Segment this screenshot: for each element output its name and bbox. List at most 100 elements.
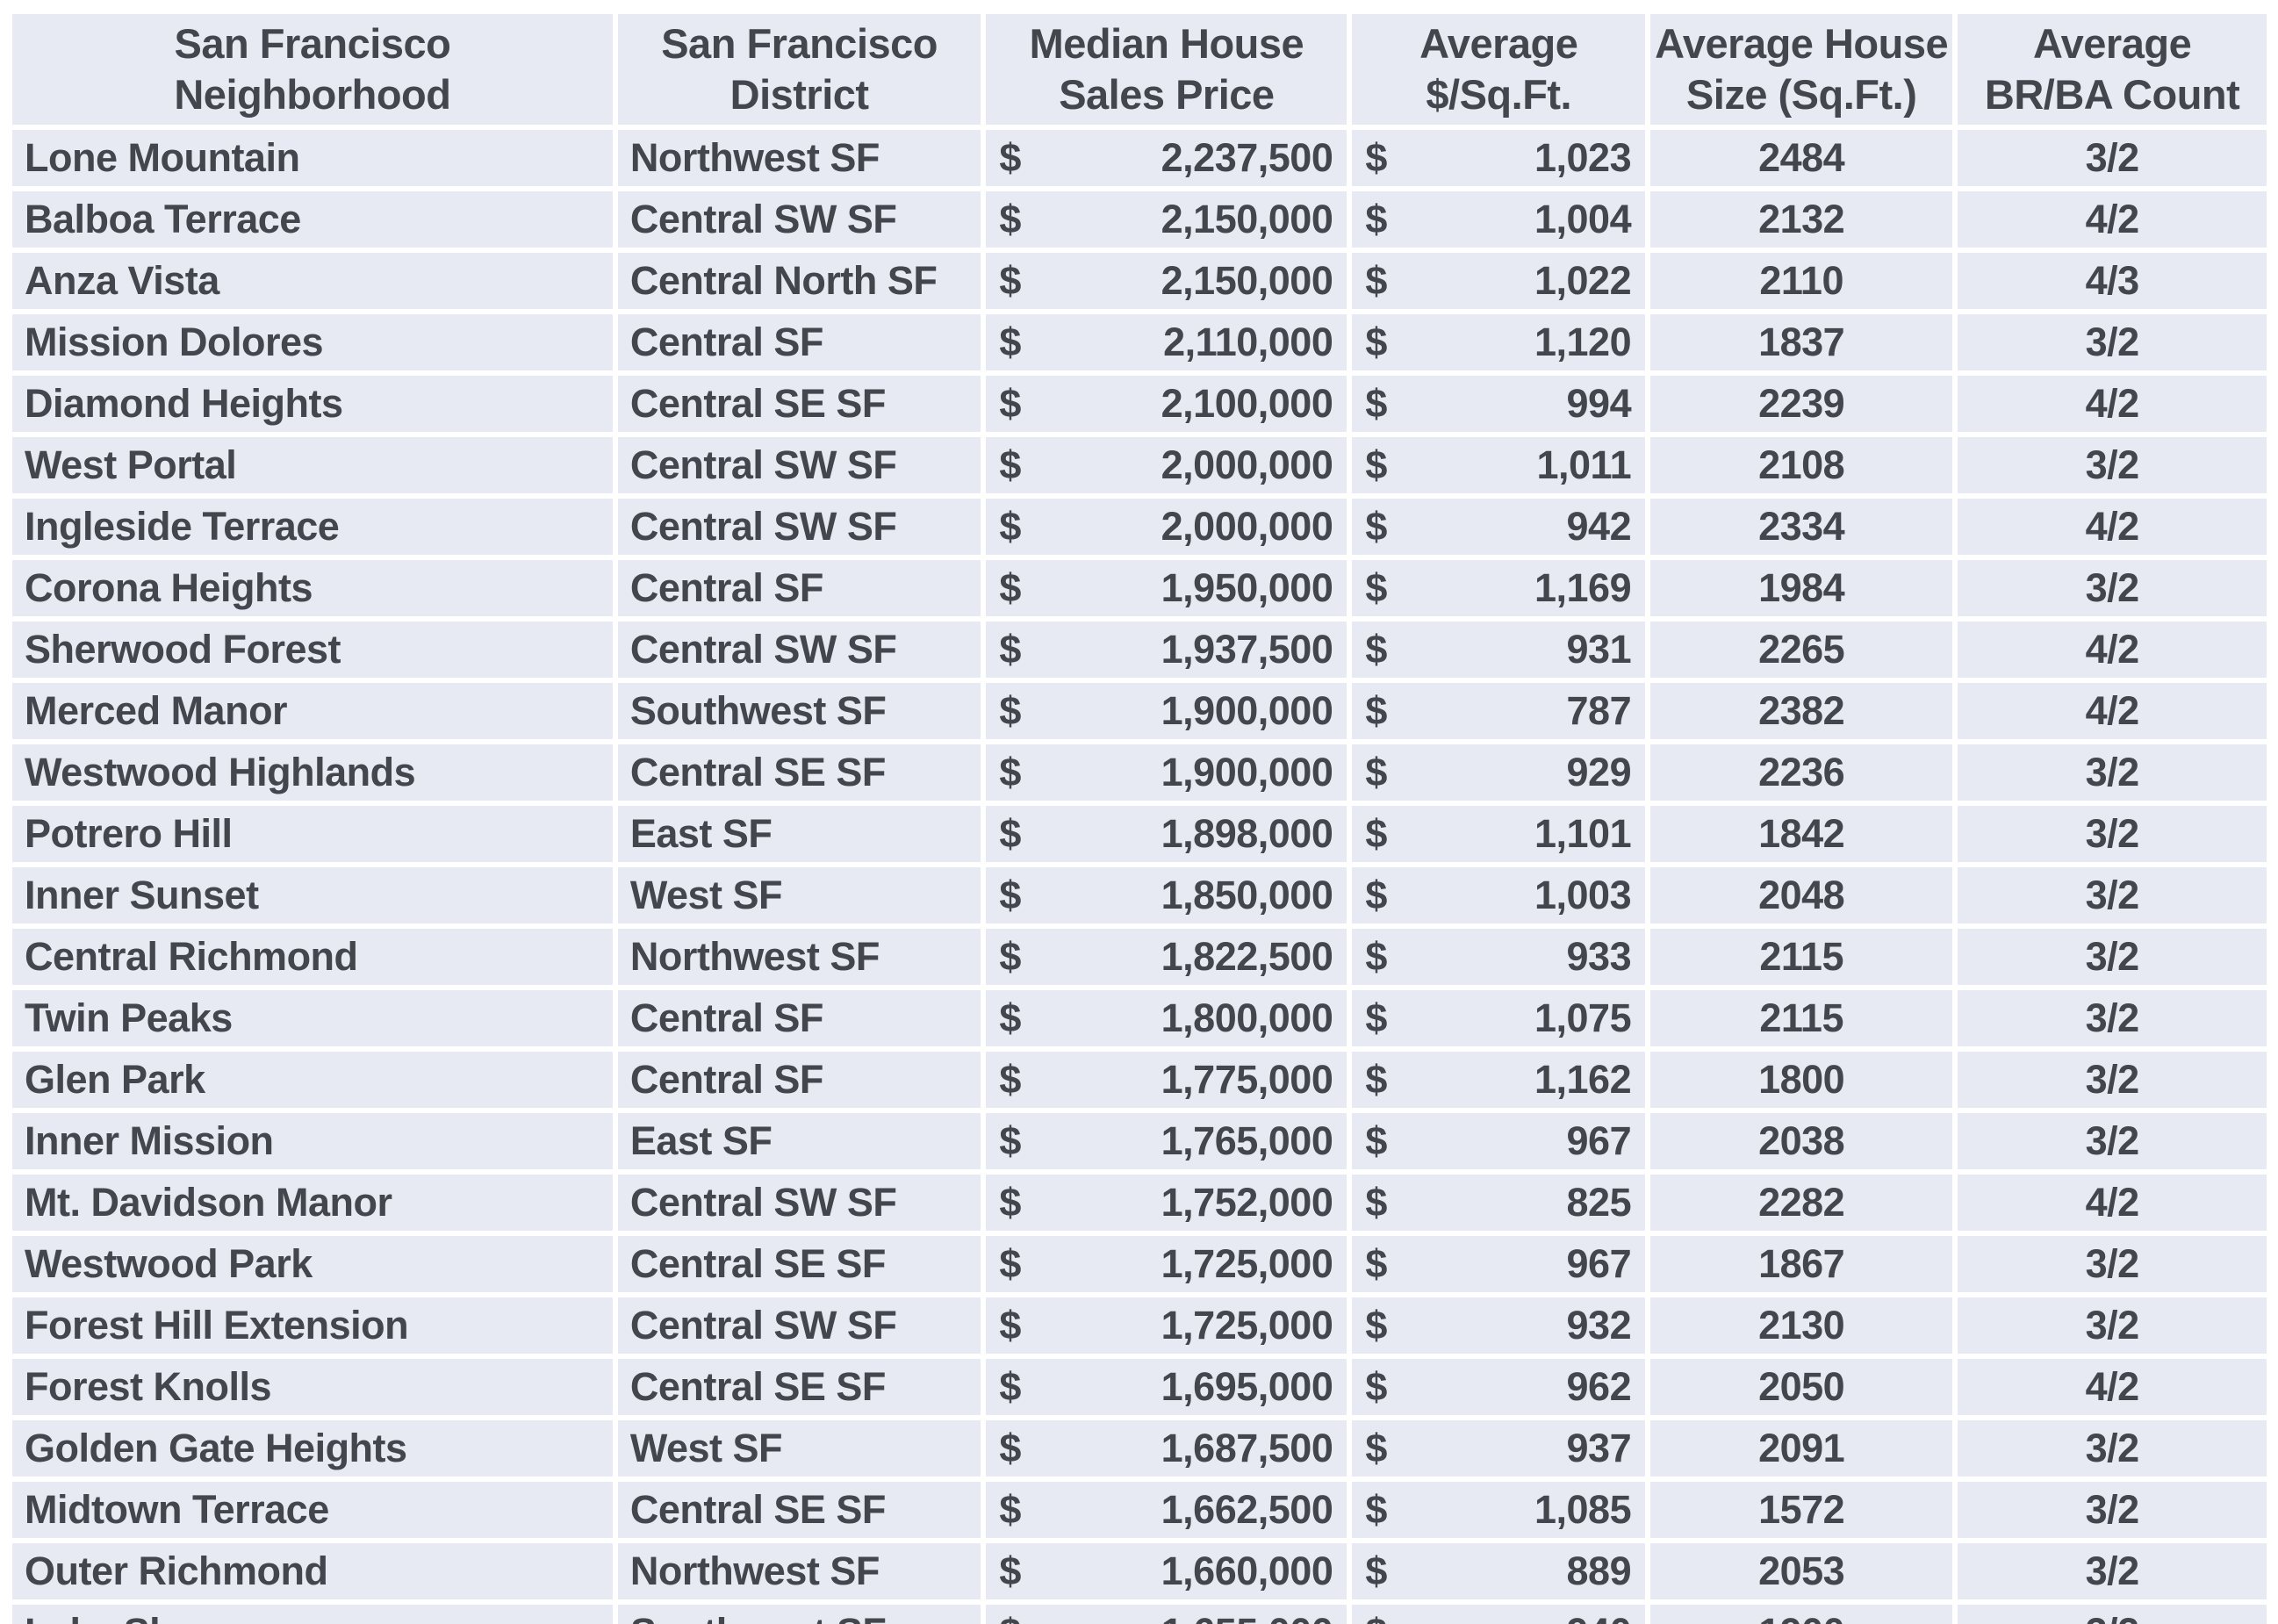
header-row: San Francisco Neighborhood San Francisco… (7, 9, 2272, 130)
dollar-sign: $ (999, 504, 1021, 549)
dollar-sign: $ (999, 197, 1021, 241)
cell-br-ba: 3/2 (1952, 1108, 2272, 1175)
dollar-sign: $ (999, 1487, 1021, 1532)
price-per-sqft-value: 933 (1566, 934, 1632, 979)
cell-neighborhood: Forest Hill Extension (7, 1292, 618, 1359)
cell-house-size: 2265 (1645, 616, 1958, 683)
dollar-sign: $ (1365, 750, 1387, 794)
median-price-value: 1,900,000 (1161, 750, 1333, 794)
median-price-value: 1,725,000 (1161, 1241, 1333, 1286)
cell-house-size: 1842 (1645, 801, 1958, 867)
median-price-value: 1,725,000 (1161, 1303, 1333, 1347)
dollar-sign: $ (1365, 442, 1387, 487)
cell-house-size: 2115 (1645, 985, 1958, 1052)
table-row: Mt. Davidson Manor Central SW SF $1,752,… (7, 1169, 2272, 1236)
cell-neighborhood: Merced Manor (7, 678, 618, 744)
price-per-sqft-value: 787 (1566, 688, 1632, 733)
dollar-sign: $ (999, 688, 1021, 733)
cell-neighborhood: Forest Knolls (7, 1354, 618, 1420)
table-row: West Portal Central SW SF $2,000,000 $1,… (7, 432, 2272, 499)
cell-price-per-sqft: $1,023 (1347, 125, 1651, 191)
cell-house-size: 2038 (1645, 1108, 1958, 1175)
cell-district: Central SE SF (612, 739, 987, 806)
cell-neighborhood: Sherwood Forest (7, 616, 618, 683)
table-row: Forest Hill Extension Central SW SF $1,7… (7, 1292, 2272, 1359)
price-per-sqft-value: 825 (1566, 1180, 1632, 1225)
cell-house-size: 2239 (1645, 370, 1958, 437)
price-per-sqft-value: 889 (1566, 1549, 1632, 1593)
cell-house-size: 2091 (1645, 1415, 1958, 1482)
cell-neighborhood: Inner Mission (7, 1108, 618, 1175)
table-row: Balboa Terrace Central SW SF $2,150,000 … (7, 186, 2272, 253)
cell-br-ba: 3/2 (1952, 1599, 2272, 1624)
median-price-value: 2,000,000 (1161, 442, 1333, 487)
cell-price-per-sqft: $967 (1347, 1231, 1651, 1297)
cell-median-price: $1,765,000 (981, 1108, 1353, 1175)
price-per-sqft-value: 1,075 (1534, 995, 1632, 1040)
column-header-house-size: Average House Size (Sq.Ft.) (1645, 9, 1958, 130)
cell-price-per-sqft: $931 (1347, 616, 1651, 683)
cell-price-per-sqft: $933 (1347, 923, 1651, 990)
table-row: Westwood Highlands Central SE SF $1,900,… (7, 739, 2272, 806)
cell-br-ba: 3/2 (1952, 1046, 2272, 1113)
cell-median-price: $2,150,000 (981, 248, 1353, 314)
cell-br-ba: 3/2 (1952, 862, 2272, 929)
column-header-label: Average House Size (Sq.Ft.) (1655, 19, 1949, 118)
price-per-sqft-value: 931 (1566, 627, 1632, 672)
table-row: Golden Gate Heights West SF $1,687,500 $… (7, 1415, 2272, 1482)
column-header-price-per-sqft: Average $/Sq.Ft. (1347, 9, 1651, 130)
cell-br-ba: 4/3 (1952, 248, 2272, 314)
dollar-sign: $ (1365, 811, 1387, 856)
cell-price-per-sqft: $994 (1347, 370, 1651, 437)
column-header-label: Average $/Sq.Ft. (1419, 19, 1578, 118)
column-header-label: Average BR/BA Count (1984, 19, 2240, 118)
cell-br-ba: 4/2 (1952, 1169, 2272, 1236)
median-price-value: 2,237,500 (1161, 135, 1333, 180)
cell-median-price: $1,655,000 (981, 1599, 1353, 1624)
cell-district: Central SF (612, 985, 987, 1052)
price-per-sqft-value: 994 (1566, 381, 1632, 426)
table-row: Inner Mission East SF $1,765,000 $967 20… (7, 1108, 2272, 1175)
cell-br-ba: 3/2 (1952, 1477, 2272, 1543)
dollar-sign: $ (1365, 1180, 1387, 1225)
cell-house-size: 1837 (1645, 309, 1958, 376)
cell-price-per-sqft: $962 (1347, 1354, 1651, 1420)
dollar-sign: $ (1365, 1549, 1387, 1593)
cell-district: East SF (612, 801, 987, 867)
dollar-sign: $ (1365, 934, 1387, 979)
cell-district: Central North SF (612, 248, 987, 314)
dollar-sign: $ (1365, 1118, 1387, 1163)
dollar-sign: $ (999, 873, 1021, 917)
cell-price-per-sqft: $1,022 (1347, 248, 1651, 314)
dollar-sign: $ (999, 1118, 1021, 1163)
table-row: Outer Richmond Northwest SF $1,660,000 $… (7, 1538, 2272, 1605)
cell-district: Central SW SF (612, 493, 987, 560)
cell-price-per-sqft: $932 (1347, 1292, 1651, 1359)
cell-district: Central SE SF (612, 1354, 987, 1420)
dollar-sign: $ (999, 258, 1021, 303)
cell-house-size: 1984 (1645, 555, 1958, 622)
cell-br-ba: 3/2 (1952, 1292, 2272, 1359)
cell-median-price: $2,110,000 (981, 309, 1353, 376)
sf-housing-table: San Francisco Neighborhood San Francisco… (7, 9, 2272, 1624)
median-price-value: 1,752,000 (1161, 1180, 1333, 1225)
cell-br-ba: 4/2 (1952, 493, 2272, 560)
dollar-sign: $ (1365, 135, 1387, 180)
price-per-sqft-value: 1,101 (1534, 811, 1632, 856)
median-price-value: 1,687,500 (1161, 1426, 1333, 1470)
cell-district: Southwest SF (612, 1599, 987, 1624)
cell-district: Central SW SF (612, 432, 987, 499)
price-per-sqft-value: 1,022 (1534, 258, 1632, 303)
table-row: Lake Shore Southwest SF $1,655,000 $940 … (7, 1599, 2272, 1624)
cell-district: West SF (612, 862, 987, 929)
dollar-sign: $ (999, 811, 1021, 856)
dollar-sign: $ (1365, 197, 1387, 241)
median-price-value: 1,660,000 (1161, 1549, 1333, 1593)
median-price-value: 1,822,500 (1161, 934, 1333, 979)
price-per-sqft-value: 940 (1567, 1610, 1632, 1624)
cell-house-size: 2050 (1645, 1354, 1958, 1420)
table-row: Potrero Hill East SF $1,898,000 $1,101 1… (7, 801, 2272, 867)
median-price-value: 2,100,000 (1161, 381, 1333, 426)
cell-neighborhood: West Portal (7, 432, 618, 499)
cell-price-per-sqft: $940 (1347, 1599, 1651, 1624)
